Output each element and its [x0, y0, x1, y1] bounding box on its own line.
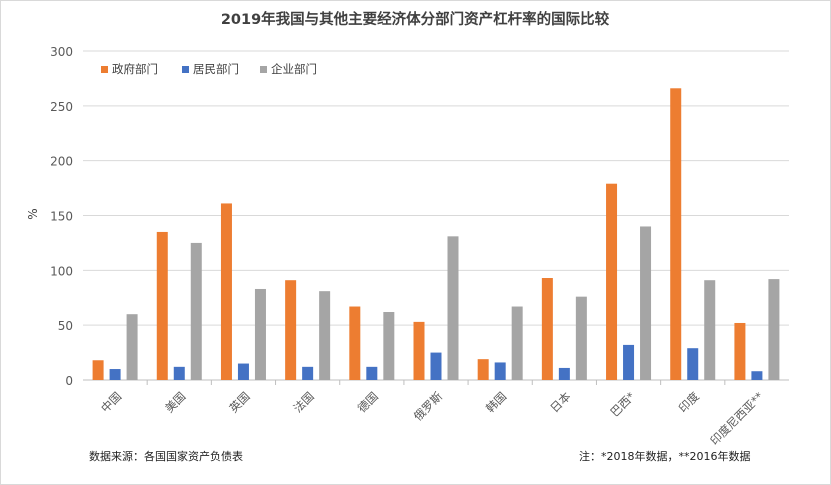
y-tick-label: 300 — [50, 45, 73, 59]
y-axis-ticks: 0 50 100 150 200 250 300 — [50, 45, 73, 388]
x-tick-label: 日本 — [547, 389, 574, 416]
bar — [109, 369, 121, 380]
footnote: 注：*2018年数据，**2016年数据 — [579, 450, 751, 463]
bar — [302, 366, 314, 380]
bar — [670, 88, 682, 380]
y-tick-label: 100 — [50, 264, 73, 278]
bar — [477, 359, 489, 380]
bar — [734, 322, 746, 380]
legend-label: 企业部门 — [271, 62, 317, 76]
y-axis-label: % — [26, 208, 40, 219]
x-tick-label: 英国 — [226, 389, 252, 415]
y-tick-label: 200 — [50, 155, 73, 169]
x-tick-label: 美国 — [162, 389, 188, 415]
bar — [319, 291, 331, 380]
bar — [383, 312, 395, 380]
bar — [237, 363, 249, 380]
x-tick-label: 韩国 — [483, 389, 509, 415]
bar — [366, 366, 378, 380]
legend-swatch — [182, 66, 189, 73]
x-tick-label: 中国 — [98, 389, 124, 415]
bar — [92, 360, 104, 380]
bar — [558, 367, 570, 380]
x-tick-label: 印度尼西亚** — [707, 389, 766, 448]
y-tick-label: 50 — [58, 319, 73, 333]
bar — [430, 352, 442, 380]
bar — [623, 344, 635, 380]
chart-title: 2019年我国与其他主要经济体分部门资产杠杆率的国际比较 — [221, 10, 610, 28]
bar — [541, 278, 553, 380]
bar — [173, 366, 185, 380]
source-note: 数据来源：各国国家资产负债表 — [89, 450, 243, 463]
bar — [687, 348, 699, 380]
bar — [606, 183, 618, 380]
bar — [254, 288, 266, 380]
bar — [511, 306, 523, 380]
y-tick-label: 250 — [50, 100, 73, 114]
bar — [156, 231, 168, 380]
bar — [285, 280, 297, 380]
bar — [640, 226, 652, 380]
x-tick-label: 巴西* — [607, 389, 637, 419]
x-tick-label: 俄罗斯 — [411, 389, 446, 424]
y-tick-label: 0 — [65, 374, 73, 388]
x-tick-label: 法国 — [291, 389, 317, 415]
bar — [575, 296, 587, 380]
legend-label: 政府部门 — [112, 62, 158, 76]
x-tick-label: 印度 — [676, 389, 703, 416]
x-tick-label: 德国 — [355, 389, 381, 415]
bars — [92, 88, 780, 380]
bar — [126, 314, 138, 380]
legend-swatch — [101, 66, 108, 73]
y-tick-label: 150 — [50, 210, 73, 224]
legend-swatch — [260, 66, 267, 73]
bar — [751, 371, 763, 380]
bar — [768, 279, 780, 380]
bar — [190, 242, 202, 380]
x-axis-ticks: 中国 美国 英国 法国 德国 俄罗斯 韩国 日本 巴西* 印度 印度尼西亚** — [98, 389, 766, 448]
legend-label: 居民部门 — [193, 62, 239, 76]
bar — [447, 236, 459, 380]
gridlines — [83, 50, 789, 385]
bar — [413, 321, 425, 380]
bar — [494, 362, 506, 380]
bar — [349, 306, 361, 380]
bar — [220, 203, 232, 380]
legend: 政府部门 居民部门 企业部门 — [101, 62, 317, 76]
bar — [704, 280, 716, 380]
